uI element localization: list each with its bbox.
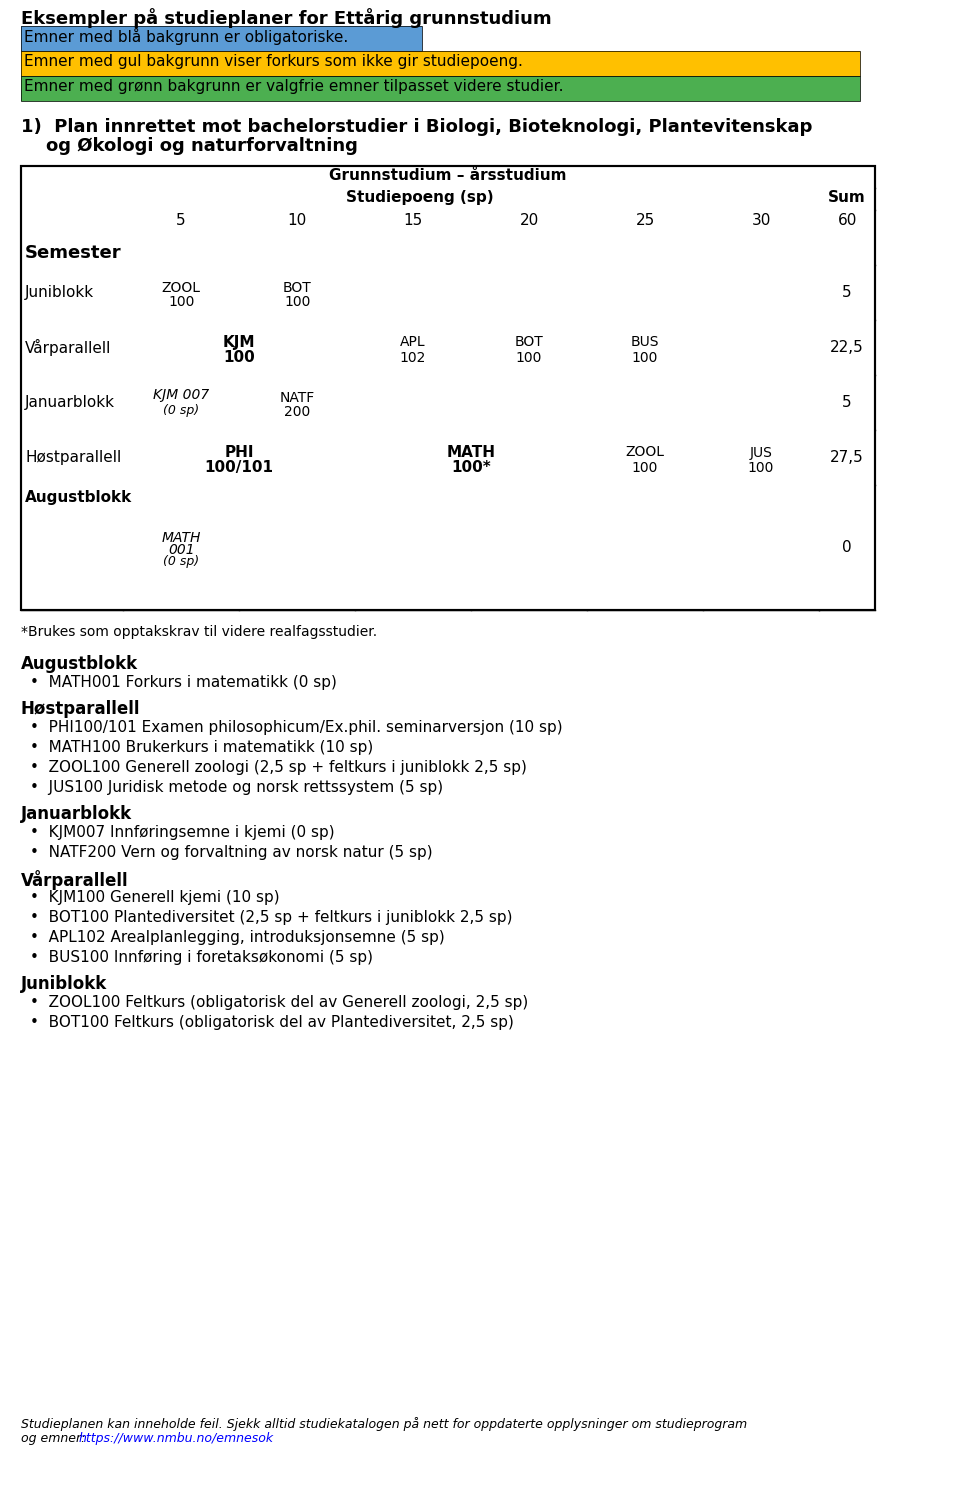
Text: 27,5: 27,5	[830, 450, 864, 465]
Text: 60: 60	[837, 212, 856, 227]
Bar	[355, 429, 588, 484]
Text: 0: 0	[842, 539, 852, 554]
Bar	[355, 319, 471, 374]
Text: 25: 25	[636, 212, 655, 227]
Text: MATH: MATH	[161, 531, 201, 544]
Text: Emner med gul bakgrunn viser forkurs som ikke gir studiepoeng.: Emner med gul bakgrunn viser forkurs som…	[24, 53, 523, 68]
Text: Vårparallell: Vårparallell	[25, 339, 111, 357]
Text: •  BUS100 Innføring i foretaksøkonomi (5 sp): • BUS100 Innføring i foretaksøkonomi (5 …	[30, 950, 372, 964]
Text: 5: 5	[842, 285, 852, 300]
Text: *Brukes som opptakskrav til videre realfagsstudier.: *Brukes som opptakskrav til videre realf…	[20, 626, 376, 639]
Text: 20: 20	[519, 212, 539, 227]
Text: 5: 5	[177, 212, 186, 227]
Text: 22,5: 22,5	[830, 340, 864, 355]
Text: Januarblokk: Januarblokk	[20, 805, 132, 823]
Bar	[20, 76, 860, 101]
Text: Emner med grønn bakgrunn er valgfrie emner tilpasset videre studier.: Emner med grønn bakgrunn er valgfrie emn…	[24, 79, 564, 94]
Text: •  ZOOL100 Generell zoologi (2,5 sp + feltkurs i juniblokk 2,5 sp): • ZOOL100 Generell zoologi (2,5 sp + fel…	[30, 759, 527, 776]
Bar	[588, 429, 703, 484]
Text: NATF: NATF	[279, 391, 315, 404]
Bar	[20, 76, 860, 101]
Text: •  NATF200 Vern og forvaltning av norsk natur (5 sp): • NATF200 Vern og forvaltning av norsk n…	[30, 846, 432, 860]
Text: Høstparallell: Høstparallell	[25, 450, 121, 465]
Text: (0 sp): (0 sp)	[163, 404, 199, 418]
Bar	[20, 25, 421, 51]
Bar	[123, 265, 239, 319]
Text: Januarblokk: Januarblokk	[25, 395, 115, 410]
Text: Emner med blå bakgrunn er obligatoriske.: Emner med blå bakgrunn er obligatoriske.	[24, 28, 348, 45]
Text: BUS: BUS	[631, 336, 660, 349]
Text: MATH: MATH	[446, 444, 495, 461]
Text: KJM: KJM	[223, 334, 255, 351]
Bar	[20, 51, 860, 76]
Text: PHI: PHI	[225, 444, 253, 461]
Text: Juniblokk: Juniblokk	[25, 285, 94, 300]
Text: og Økologi og naturforvaltning: og Økologi og naturforvaltning	[20, 137, 357, 155]
Bar	[123, 429, 355, 484]
Text: BOT: BOT	[283, 281, 311, 294]
Text: •  KJM007 Innføringsemne i kjemi (0 sp): • KJM007 Innføringsemne i kjemi (0 sp)	[30, 825, 334, 840]
Text: 100*: 100*	[451, 461, 491, 476]
Text: (0 sp): (0 sp)	[163, 554, 199, 568]
Bar	[20, 25, 421, 51]
Text: ZOOL: ZOOL	[626, 446, 664, 459]
Text: •  JUS100 Juridisk metode og norsk rettssystem (5 sp): • JUS100 Juridisk metode og norsk rettss…	[30, 780, 443, 795]
Text: Juniblokk: Juniblokk	[20, 975, 107, 993]
Bar	[239, 374, 355, 429]
Text: 200: 200	[284, 406, 310, 419]
Bar	[20, 166, 876, 609]
Bar	[123, 319, 355, 374]
Text: Semester: Semester	[25, 244, 122, 262]
Text: Eksempler på studieplaner for Ettårig grunnstudium: Eksempler på studieplaner for Ettårig gr…	[20, 7, 551, 28]
Text: •  KJM100 Generell kjemi (10 sp): • KJM100 Generell kjemi (10 sp)	[30, 890, 279, 905]
Text: og emner:: og emner:	[20, 1433, 89, 1444]
Text: Vårparallell: Vårparallell	[20, 869, 128, 890]
Text: 15: 15	[403, 212, 422, 227]
Text: Studieplanen kan inneholde feil. Sjekk alltid studiekatalogen på nett for oppdat: Studieplanen kan inneholde feil. Sjekk a…	[20, 1418, 747, 1431]
Text: 100: 100	[224, 351, 255, 366]
Text: •  MATH100 Brukerkurs i matematikk (10 sp): • MATH100 Brukerkurs i matematikk (10 sp…	[30, 740, 373, 755]
Bar	[20, 166, 876, 189]
Bar	[471, 319, 588, 374]
Text: 100: 100	[748, 461, 775, 474]
Text: •  PHI100/101 Examen philosophicum/Ex.phil. seminarversjon (10 sp): • PHI100/101 Examen philosophicum/Ex.phi…	[30, 721, 563, 736]
Text: •  ZOOL100 Feltkurs (obligatorisk del av Generell zoologi, 2,5 sp): • ZOOL100 Feltkurs (obligatorisk del av …	[30, 996, 528, 1010]
Text: 5: 5	[842, 395, 852, 410]
Text: ZOOL: ZOOL	[161, 281, 201, 294]
Text: •  MATH001 Forkurs i matematikk (0 sp): • MATH001 Forkurs i matematikk (0 sp)	[30, 675, 337, 690]
Text: •  BOT100 Feltkurs (obligatorisk del av Plantediversitet, 2,5 sp): • BOT100 Feltkurs (obligatorisk del av P…	[30, 1015, 514, 1030]
Text: 100: 100	[168, 296, 194, 309]
Bar	[703, 429, 819, 484]
Text: JUS: JUS	[750, 446, 773, 459]
Text: https://www.nmbu.no/emnesok: https://www.nmbu.no/emnesok	[79, 1433, 274, 1444]
Text: 30: 30	[752, 212, 771, 227]
Text: 100: 100	[632, 351, 659, 364]
Text: •  APL102 Arealplanlegging, introduksjonsemne (5 sp): • APL102 Arealplanlegging, introduksjons…	[30, 930, 444, 945]
Text: 100/101: 100/101	[204, 461, 274, 476]
Text: KJM 007: KJM 007	[153, 388, 209, 401]
Text: 100: 100	[516, 351, 542, 364]
Text: 10: 10	[287, 212, 307, 227]
Text: 102: 102	[400, 351, 426, 364]
Bar	[123, 374, 239, 429]
Bar	[588, 319, 703, 374]
Text: •  BOT100 Plantediversitet (2,5 sp + feltkurs i juniblokk 2,5 sp): • BOT100 Plantediversitet (2,5 sp + felt…	[30, 909, 513, 924]
Text: 100: 100	[632, 461, 659, 474]
Text: Studiepoeng (sp): Studiepoeng (sp)	[346, 190, 493, 205]
Text: Augustblokk: Augustblokk	[25, 490, 132, 505]
Text: 100: 100	[284, 296, 310, 309]
Text: 1)  Plan innrettet mot bachelorstudier i Biologi, Bioteknologi, Plantevitenskap: 1) Plan innrettet mot bachelorstudier i …	[20, 117, 812, 137]
Text: BOT: BOT	[515, 336, 543, 349]
Text: Sum: Sum	[828, 190, 866, 205]
Text: 001: 001	[168, 542, 195, 556]
Bar	[20, 166, 876, 609]
Text: APL: APL	[400, 336, 426, 349]
Bar	[123, 539, 239, 609]
Text: Augustblokk: Augustblokk	[20, 655, 137, 673]
Bar	[239, 265, 355, 319]
Bar	[20, 51, 860, 76]
Text: Høstparallell: Høstparallell	[20, 700, 140, 718]
Text: Grunnstudium – årsstudium: Grunnstudium – årsstudium	[329, 168, 566, 183]
